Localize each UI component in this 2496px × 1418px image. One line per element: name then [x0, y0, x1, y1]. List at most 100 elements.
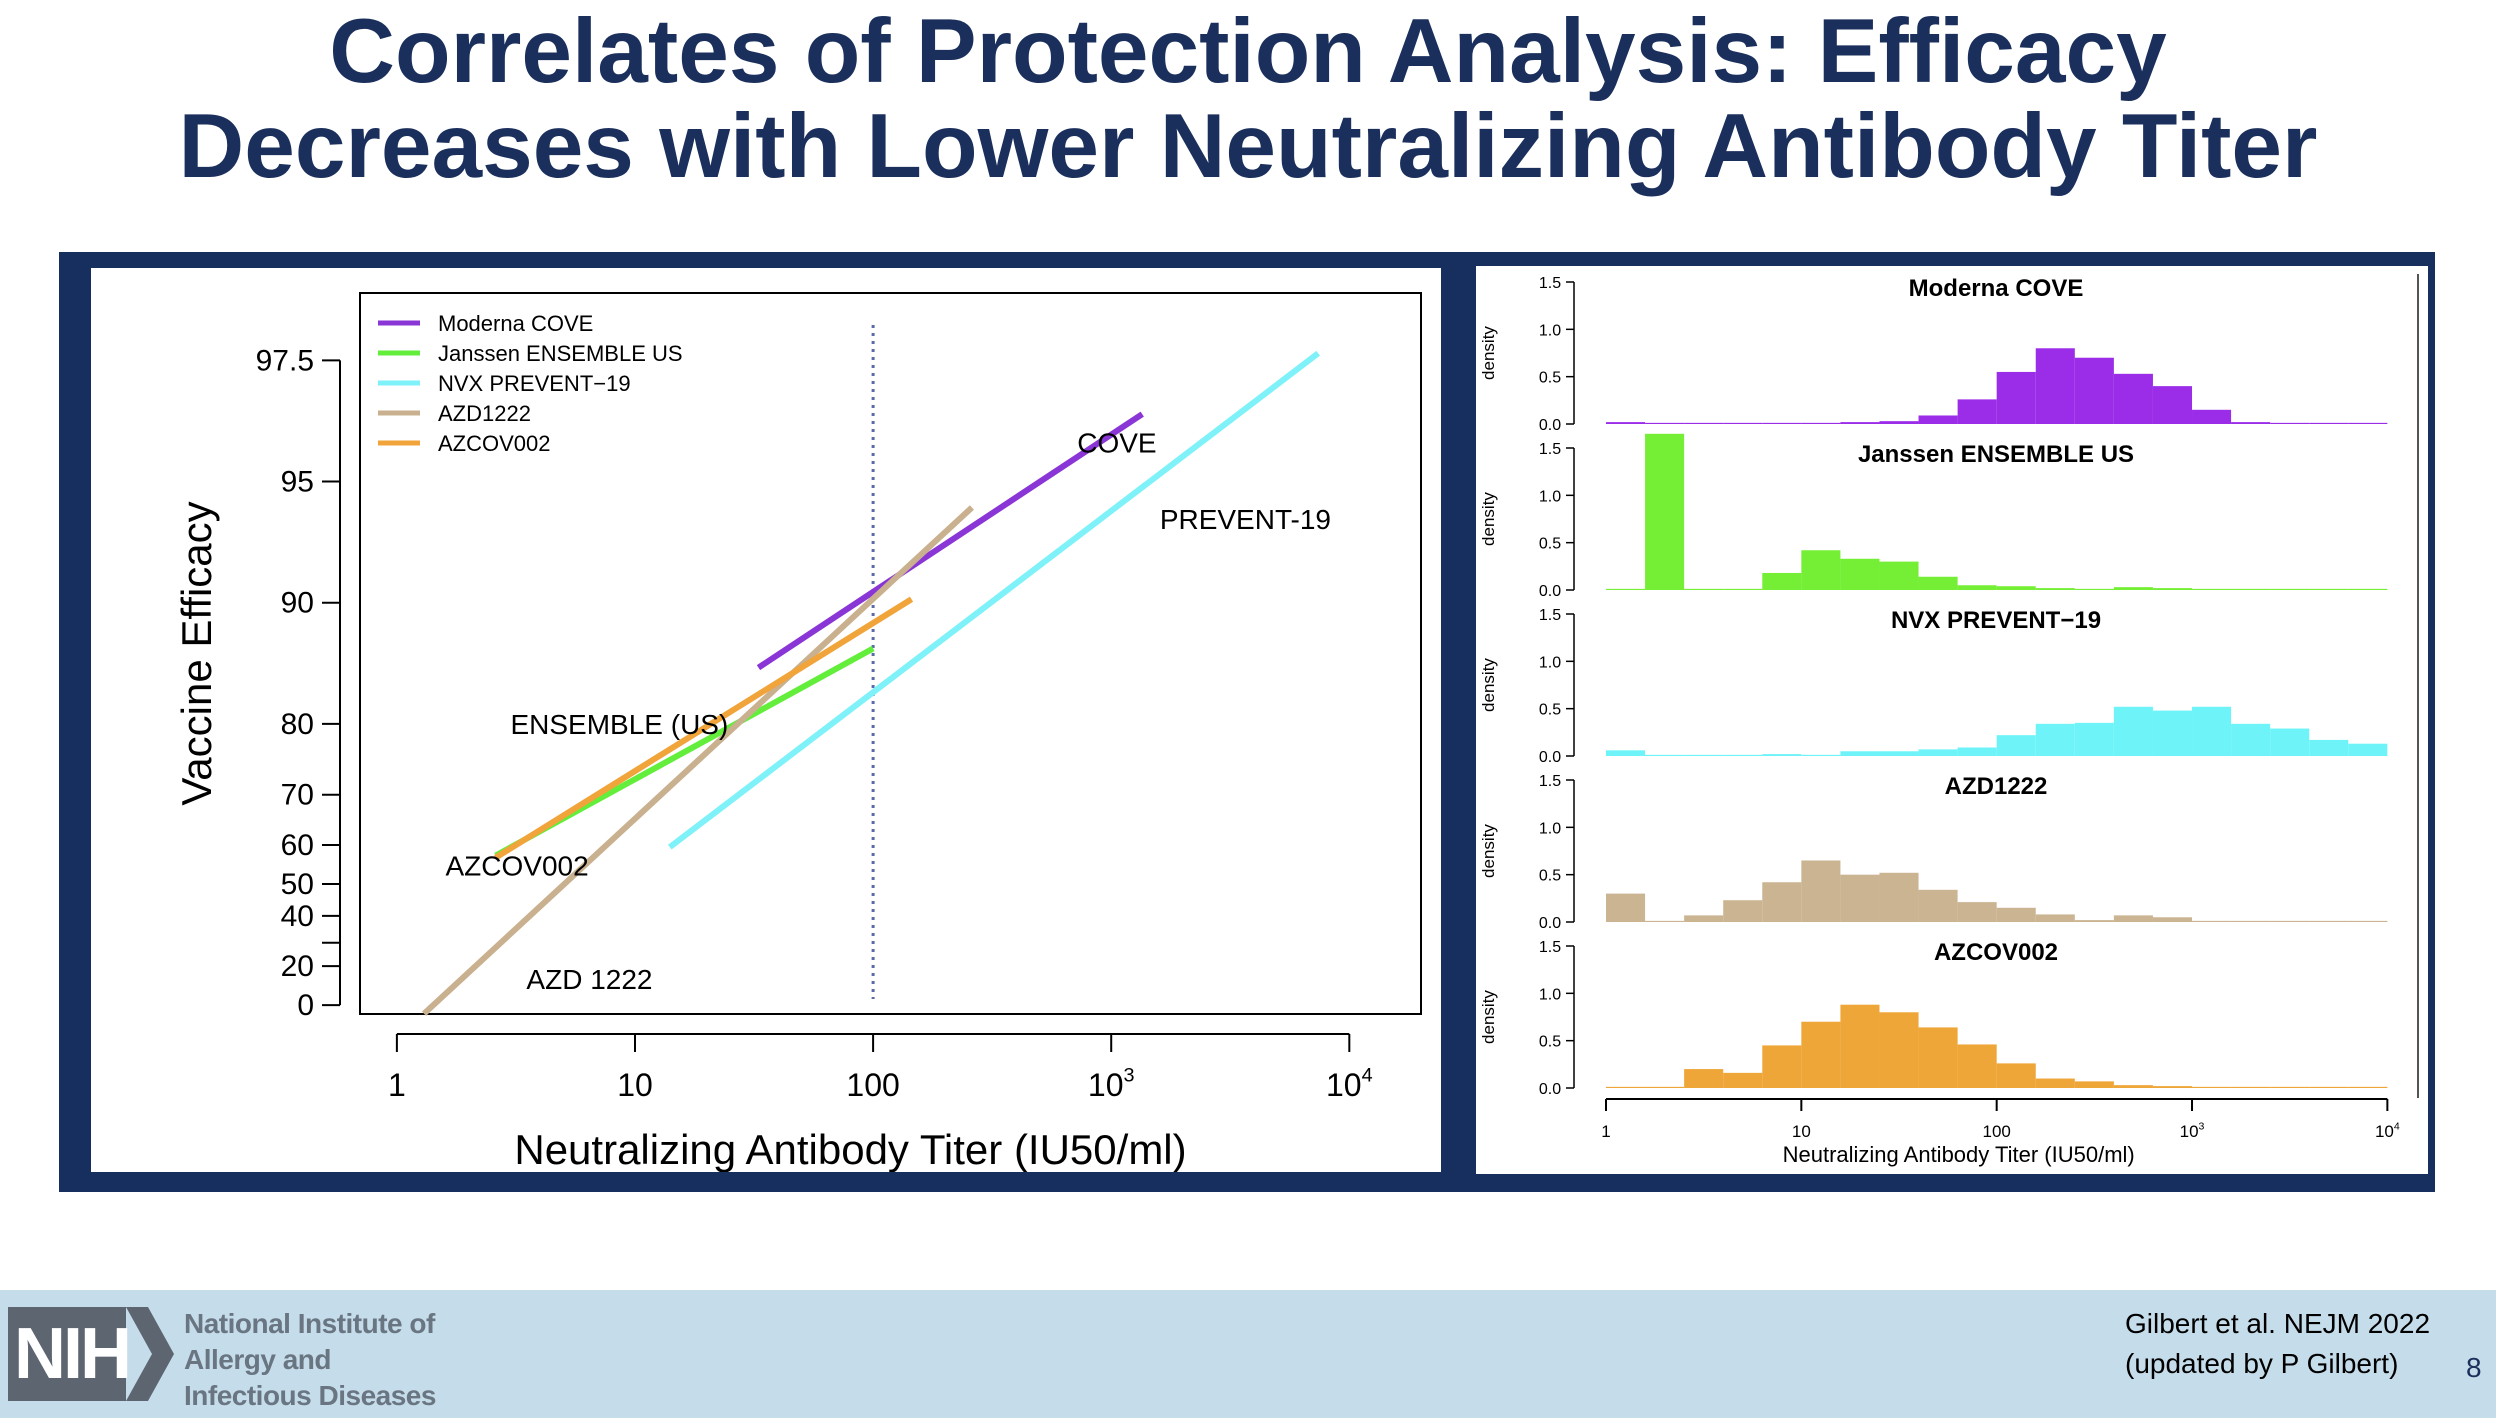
- hist-bar: [2309, 739, 2349, 756]
- hist-bar: [1645, 1086, 1685, 1088]
- hist-bar: [1879, 1012, 1919, 1088]
- hist-panel-title: AZCOV002: [1934, 939, 2058, 966]
- hist-x-title: Neutralizing Antibody Titer (IU50/ml): [1783, 1142, 2135, 1167]
- hist-y-tick-label: 0.5: [1539, 536, 1561, 553]
- hist-bar: [2074, 588, 2114, 590]
- hist-bar: [1840, 874, 1880, 922]
- hist-y-tick-label: 0.0: [1539, 1081, 1561, 1098]
- hist-y-tick-label: 0.0: [1539, 749, 1561, 766]
- hist-bar: [1684, 754, 1724, 756]
- title-line-2: Decreases with Lower Neutralizing Antibo…: [178, 96, 2318, 197]
- hist-bar: [1684, 915, 1724, 922]
- series-annotation: AZCOV002: [445, 851, 588, 882]
- hist-bar: [2231, 723, 2271, 756]
- institute-name: National Institute of Allergy and Infect…: [184, 1306, 436, 1414]
- hist-y-tick-label: 0.0: [1539, 915, 1561, 932]
- y-axis-title: Vaccine Efficacy: [173, 501, 220, 805]
- x-tick-label: 1: [388, 1067, 406, 1103]
- hist-x-tick-label: 10: [1792, 1122, 1811, 1141]
- series-annotation: PREVENT-19: [1160, 504, 1331, 535]
- hist-bar: [2035, 723, 2075, 756]
- hist-bar: [2231, 422, 2271, 424]
- hist-bar: [1996, 1063, 2036, 1088]
- hist-bar: [1957, 902, 1997, 922]
- y-tick-label: 97.5: [256, 344, 314, 377]
- hist-y-tick-label: 1.5: [1539, 939, 1561, 956]
- hist-bar: [2074, 722, 2114, 756]
- hist-y-tick-label: 0.5: [1539, 868, 1561, 885]
- hist-bar: [2270, 728, 2310, 756]
- hist-bar: [1918, 889, 1958, 922]
- hist-panel-title: Janssen ENSEMBLE US: [1858, 441, 2134, 468]
- hist-bar: [1684, 1069, 1724, 1088]
- hist-bar: [2231, 1086, 2271, 1088]
- nih-logo-chevron: [126, 1307, 174, 1401]
- hist-bar: [2270, 1086, 2310, 1088]
- y-tick-label: 95: [281, 466, 314, 499]
- hist-bar: [1996, 907, 2036, 922]
- hist-y-title: density: [1479, 658, 1498, 712]
- hist-bar: [1801, 422, 1841, 424]
- hist-bar: [2152, 386, 2193, 424]
- citation-line-1: Gilbert et al. NEJM 2022: [2125, 1308, 2431, 1339]
- hist-bar: [1606, 422, 1646, 424]
- hist-bar: [1879, 751, 1919, 756]
- hist-y-tick-label: 1.0: [1539, 820, 1561, 837]
- hist-bar: [1723, 754, 1763, 756]
- y-tick-label: 80: [281, 708, 314, 741]
- hist-y-tick-label: 0.0: [1539, 583, 1561, 600]
- series-line: [494, 596, 914, 861]
- hist-bar: [1684, 422, 1724, 424]
- hist-x-tick-label: 103: [2180, 1120, 2205, 1141]
- hist-panel-title: Moderna COVE: [1909, 275, 2084, 302]
- series-line: [667, 350, 1321, 850]
- hist-bar: [1723, 588, 1763, 590]
- y-tick-label: 20: [281, 950, 314, 983]
- hist-y-tick-label: 1.5: [1539, 773, 1561, 790]
- hist-bar: [1762, 1045, 1802, 1088]
- x-tick-label: 100: [846, 1067, 899, 1103]
- hist-bar: [2152, 710, 2193, 756]
- y-tick-label: 70: [281, 779, 314, 812]
- hist-bar: [1723, 1072, 1763, 1088]
- hist-bar: [1879, 421, 1919, 424]
- hist-bar: [2035, 914, 2075, 922]
- institute-line-2: Allergy and: [184, 1344, 331, 1375]
- hist-bar: [2113, 706, 2153, 756]
- x-axis-title: Neutralizing Antibody Titer (IU50/ml): [514, 1126, 1186, 1172]
- plot-frame: [359, 292, 1422, 1015]
- hist-bar: [2035, 1078, 2075, 1088]
- hist-bar: [1840, 1004, 1880, 1088]
- hist-bar: [2309, 1086, 2349, 1088]
- hist-y-tick-label: 1.5: [1539, 607, 1561, 624]
- hist-bar: [2113, 373, 2153, 424]
- hist-bar: [1606, 1086, 1646, 1088]
- series-line: [756, 411, 1144, 671]
- hist-bar: [2035, 348, 2075, 424]
- hist-y-tick-label: 0.5: [1539, 1034, 1561, 1051]
- hist-x-tick-label: 104: [2375, 1120, 2400, 1141]
- hist-bar: [1996, 586, 2036, 590]
- hist-bar: [2074, 357, 2114, 424]
- hist-bar: [1879, 872, 1919, 922]
- y-tick-label: 60: [281, 829, 314, 862]
- institute-line-1: National Institute of: [184, 1308, 435, 1339]
- hist-bar: [2231, 920, 2271, 922]
- legend-label: AZCOV002: [438, 431, 551, 456]
- hist-bar: [1762, 754, 1802, 756]
- hist-y-tick-label: 0.5: [1539, 702, 1561, 719]
- hist-bar: [1801, 754, 1841, 756]
- hist-bar: [2348, 422, 2388, 424]
- title-line-1: Correlates of Protection Analysis: Effic…: [329, 1, 2167, 102]
- hist-bar: [2270, 588, 2310, 590]
- hist-bar: [1801, 860, 1841, 922]
- hist-bar: [1996, 371, 2036, 424]
- hist-bar: [1684, 588, 1724, 590]
- hist-bar: [1762, 572, 1802, 590]
- hist-bar: [2192, 1086, 2232, 1088]
- hist-bar: [1957, 747, 1997, 756]
- hist-bar: [2309, 588, 2349, 590]
- hist-bar: [2348, 588, 2388, 590]
- hist-x-tick-label: 1: [1601, 1122, 1610, 1141]
- series-annotation: AZD 1222: [526, 964, 652, 995]
